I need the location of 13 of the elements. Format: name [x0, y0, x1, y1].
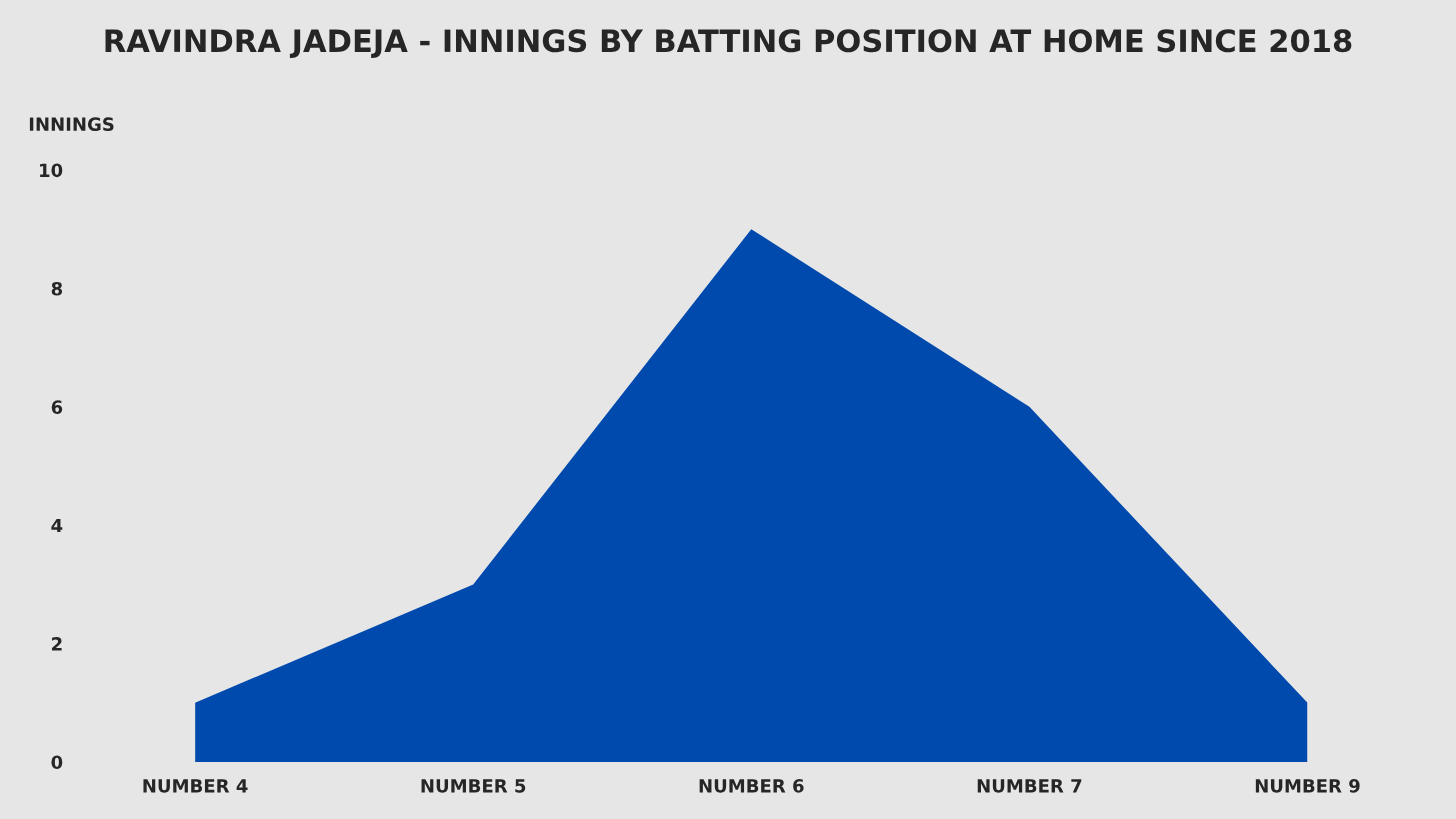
x-tick-label: NUMBER 6	[699, 779, 804, 793]
y-tick-label: 0	[51, 755, 63, 770]
x-tick-label: NUMBER 7	[977, 779, 1082, 793]
y-tick-label: 10	[40, 163, 63, 178]
y-tick-label: 2	[52, 637, 62, 651]
y-tick-label: 8	[51, 281, 63, 296]
y-tick-label: 6	[51, 400, 63, 414]
y-tick-label: 4	[51, 518, 63, 533]
x-tick-label: NUMBER 9	[1255, 779, 1360, 793]
x-tick-label: NUMBER 5	[421, 779, 526, 793]
x-tick-label: NUMBER 4	[143, 779, 248, 793]
chart-title: RAVINDRA JADEJA - INNINGS BY BATTING POSITION AT HOME SINCE 2018	[105, 29, 1352, 58]
y-axis-title: INNINGS	[29, 117, 114, 132]
